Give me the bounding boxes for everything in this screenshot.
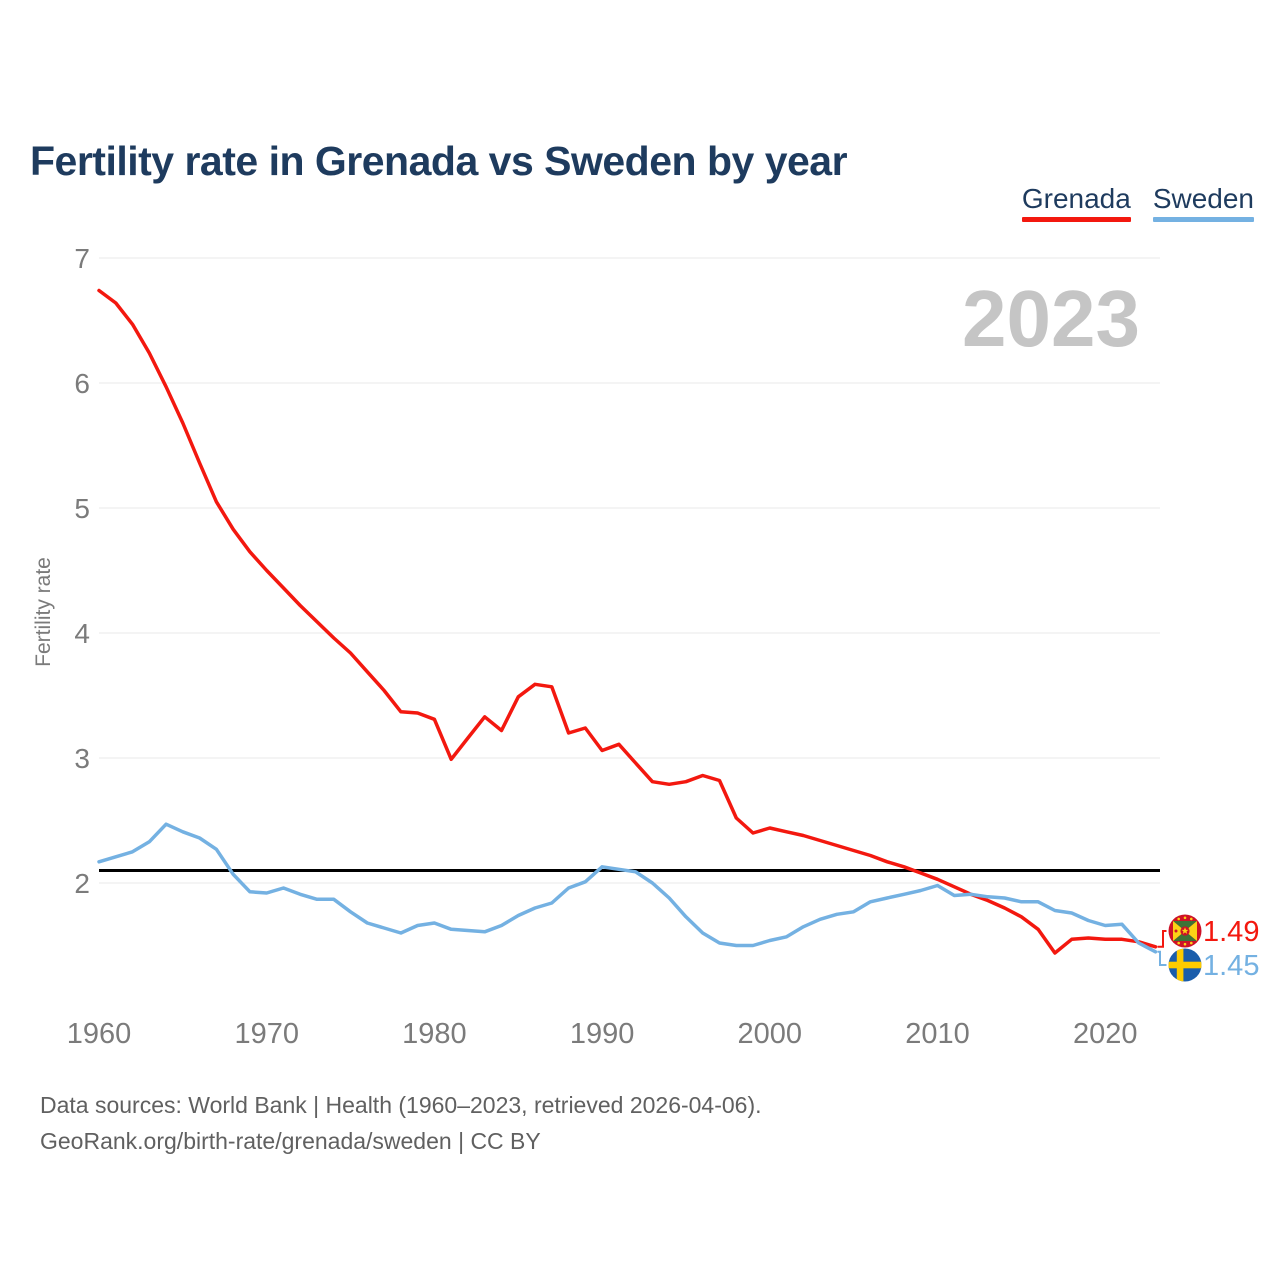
- series-lines: [97, 288, 1160, 955]
- series-line-sweden: [97, 822, 1158, 954]
- x-tick-label: 1960: [67, 1018, 132, 1050]
- y-axis-title: Fertility rate: [32, 557, 55, 667]
- grenada-connector: [1157, 930, 1167, 948]
- source-line-2: GeoRank.org/birth-rate/grenada/sweden | …: [40, 1128, 541, 1154]
- watermark-year: 2023: [962, 274, 1140, 363]
- x-tick-label: 2000: [738, 1018, 803, 1050]
- x-tick-label: 1990: [570, 1018, 635, 1050]
- y-tick-label: 7: [74, 243, 90, 274]
- end-annotations: 1.49 1.45: [1157, 914, 1259, 982]
- x-tick-label: 1980: [402, 1018, 467, 1050]
- y-tick-label: 2: [74, 868, 90, 899]
- legend-swatch-grenada: [1021, 217, 1131, 223]
- legend: Grenada Sweden: [1021, 183, 1254, 223]
- sweden-end-value: 1.45: [1203, 950, 1259, 982]
- legend-item-grenada[interactable]: Grenada: [1021, 183, 1131, 223]
- end-connectors: [1157, 930, 1167, 966]
- series-line-grenada: [97, 288, 1158, 955]
- x-tick-label: 2020: [1073, 1018, 1138, 1050]
- legend-swatch-sweden: [1152, 217, 1254, 223]
- page-title: Fertility rate in Grenada vs Sweden by y…: [30, 138, 848, 185]
- y-tick-label: 4: [74, 618, 90, 649]
- x-tick-label: 1970: [234, 1018, 299, 1050]
- y-tick-label: 6: [74, 368, 90, 399]
- grenada-flag-icon: [1168, 914, 1202, 948]
- axis-tick-labels: 2 3 4 5 6 7 1960 1970 1980 1990 2000 2010 2020: [67, 243, 1138, 1050]
- x-tick-label: 2010: [905, 1018, 970, 1050]
- grenada-end-value: 1.49: [1203, 916, 1259, 948]
- legend-item-sweden[interactable]: Sweden: [1152, 183, 1254, 223]
- y-tick-label: 5: [74, 493, 90, 524]
- legend-label-sweden: Sweden: [1152, 183, 1254, 214]
- source-line-1: Data sources: World Bank | Health (1960–…: [40, 1092, 762, 1118]
- legend-label-grenada: Grenada: [1021, 183, 1131, 214]
- y-tick-label: 3: [74, 743, 90, 774]
- sweden-connector: [1157, 950, 1167, 966]
- source-footer: Data sources: World Bank | Health (1960–…: [40, 1087, 762, 1159]
- sweden-flag-icon: [1168, 948, 1202, 982]
